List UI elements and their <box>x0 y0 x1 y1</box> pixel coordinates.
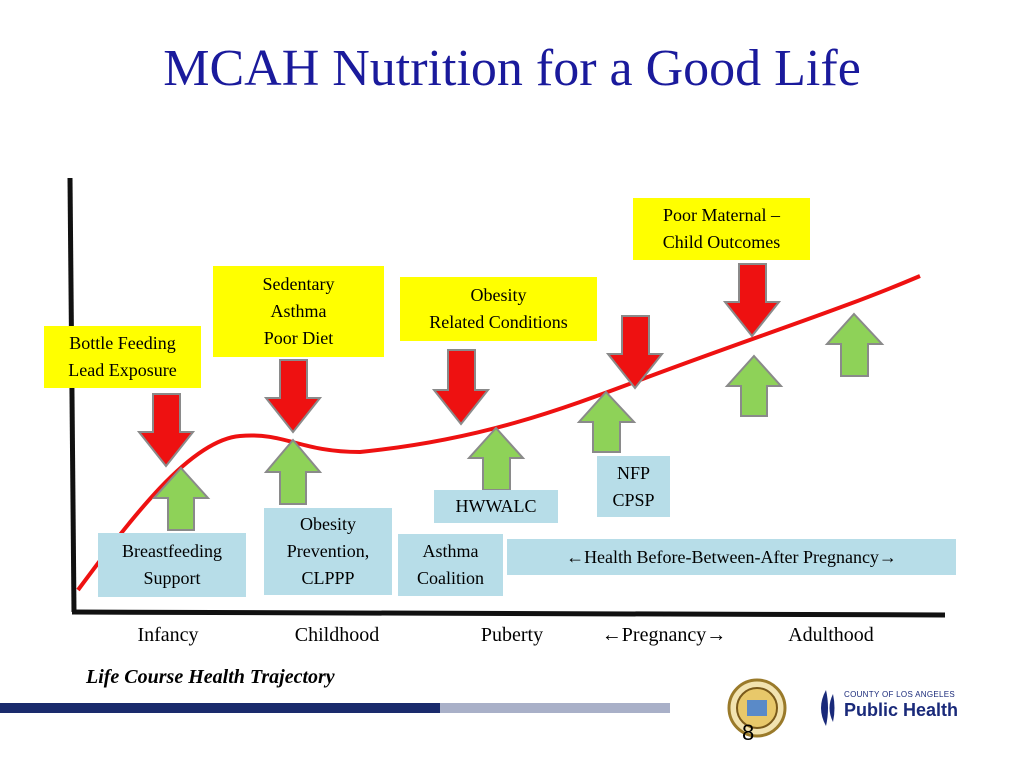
protective-arrow <box>724 354 784 417</box>
risk-box-childhood: Sedentary Asthma Poor Diet <box>213 266 384 357</box>
y-axis <box>67 177 77 613</box>
protective-box-breastfeeding: Breastfeeding Support <box>98 533 246 597</box>
risk-box-pregnancy: Poor Maternal – Child Outcomes <box>633 198 810 260</box>
footer-bar-fade <box>440 703 670 713</box>
protective-box-nfp-cpsp: NFP CPSP <box>597 456 670 517</box>
stage-puberty: Puberty <box>480 624 544 646</box>
protective-arrow <box>576 390 637 453</box>
public-health-icon <box>821 690 835 726</box>
risk-arrow <box>722 263 782 338</box>
logo-public-health-text: Public Health <box>844 700 959 720</box>
protective-arrow <box>466 426 526 491</box>
risk-box-infancy: Bottle Feeding Lead Exposure <box>44 326 201 388</box>
risk-arrow <box>136 393 196 468</box>
stage-pregnancy: ←Pregnancy→ <box>601 624 727 646</box>
health-trajectory-curve <box>76 274 921 592</box>
protective-arrow <box>824 312 885 377</box>
risk-arrow <box>605 315 665 390</box>
stage-infancy: Infancy <box>137 624 199 646</box>
footer-bar <box>0 703 440 713</box>
risk-arrow <box>263 359 323 434</box>
logo-county-text: COUNTY OF LOS ANGELES <box>844 690 956 699</box>
risk-box-puberty: Obesity Related Conditions <box>400 277 597 341</box>
protective-box-asthma-coalition: Asthma Coalition <box>398 534 503 596</box>
protective-box-obesity-prevention: Obesity Prevention, CLPPP <box>264 508 392 595</box>
stage-childhood: Childhood <box>294 624 380 646</box>
protective-box-hwwalc: HWWALC <box>434 490 558 523</box>
county-seal-logo <box>727 678 787 738</box>
protective-box-health-pregnancy: ←Health Before-Between-After Pregnancy→ <box>507 539 956 575</box>
slide-title: MCAH Nutrition for a Good Life <box>163 40 861 97</box>
x-axis <box>71 609 946 618</box>
protective-arrow <box>151 466 211 531</box>
protective-arrow <box>263 438 323 505</box>
page-number: 8 <box>742 720 755 745</box>
diagram-caption: Life Course Health Trajectory <box>86 666 335 688</box>
stage-adulthood: Adulthood <box>788 624 874 646</box>
risk-arrow <box>431 349 491 426</box>
